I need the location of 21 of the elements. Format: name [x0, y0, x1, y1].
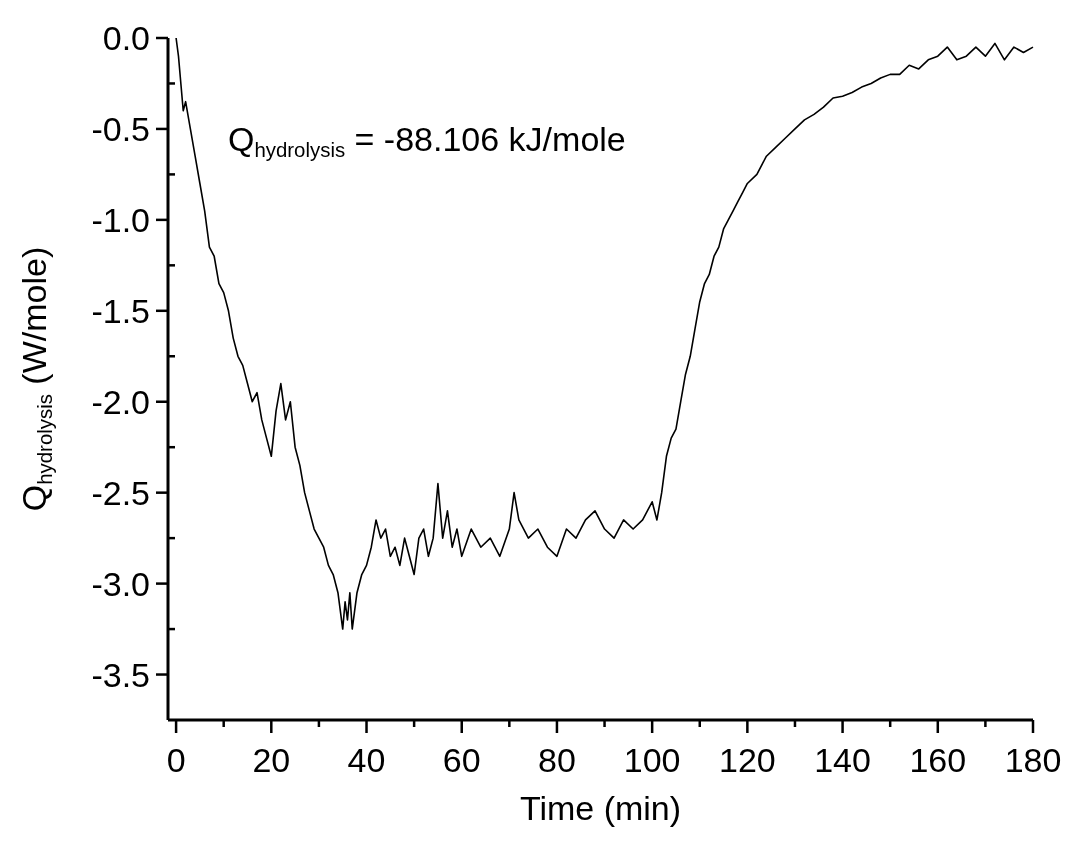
x-tick-label: 60	[442, 741, 481, 779]
y-tick-label: -1.0	[91, 201, 150, 240]
x-tick-label: 160	[909, 741, 967, 779]
y-tick-label: -0.5	[91, 110, 150, 149]
x-tick-label: 0	[166, 741, 186, 779]
y-tick-label: -3.0	[91, 564, 150, 603]
y-tick-label: -2.0	[91, 382, 150, 421]
y-tick-label: -1.5	[91, 292, 150, 331]
line-series	[175, 37, 1034, 630]
y-tick-label: -2.5	[91, 473, 150, 512]
x-tick-label: 80	[538, 741, 576, 779]
x-tick-label: 180	[1004, 741, 1062, 779]
x-tick-label: 140	[814, 741, 871, 779]
x-tick-label: 20	[252, 741, 291, 779]
annotation: Q$_{hydrolysis}$ = -88.106 kJ/mole	[228, 120, 626, 161]
x-tick-label: 120	[719, 741, 776, 779]
x-tick-label: 40	[347, 741, 386, 779]
y-tick-label: -3.5	[91, 655, 150, 694]
y-tick-label: 0.0	[102, 19, 150, 58]
x-axis-title: Time (min)	[519, 789, 682, 827]
x-tick-label: 100	[623, 741, 681, 779]
